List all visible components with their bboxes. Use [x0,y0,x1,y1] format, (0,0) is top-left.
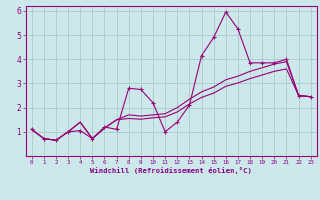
X-axis label: Windchill (Refroidissement éolien,°C): Windchill (Refroidissement éolien,°C) [90,167,252,174]
